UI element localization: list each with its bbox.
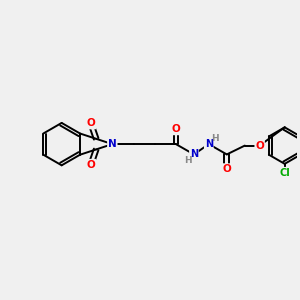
Text: O: O <box>222 164 231 174</box>
Text: H: H <box>184 156 191 165</box>
Text: O: O <box>172 124 180 134</box>
Text: O: O <box>86 118 95 128</box>
Text: H: H <box>212 134 219 143</box>
Text: N: N <box>205 139 213 149</box>
Text: O: O <box>86 160 95 170</box>
Text: N: N <box>190 149 198 159</box>
Text: O: O <box>255 141 264 151</box>
Text: N: N <box>108 139 117 149</box>
Text: Cl: Cl <box>279 168 290 178</box>
